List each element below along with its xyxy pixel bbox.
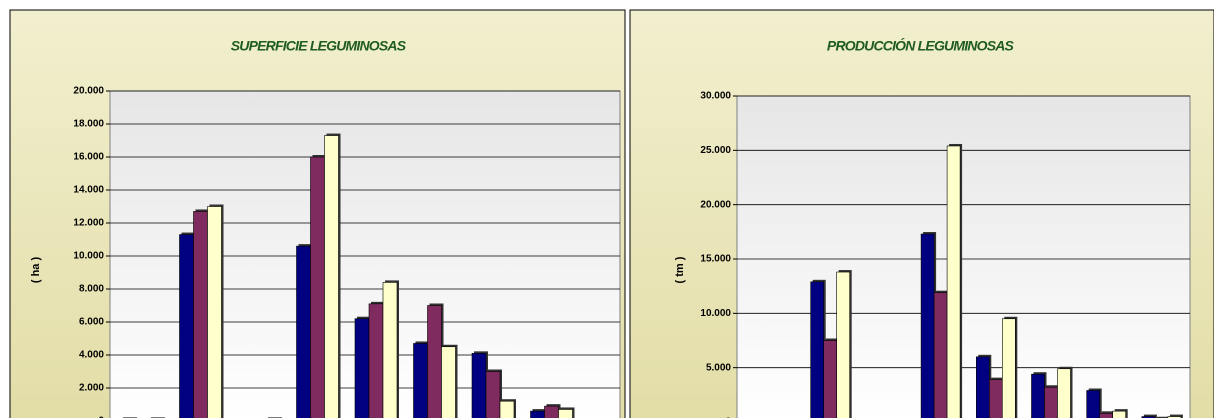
y-tick-label: 12.000	[73, 218, 104, 229]
y-tick-label: 16.000	[73, 152, 104, 163]
bar	[1031, 373, 1045, 418]
bar	[1044, 386, 1058, 418]
bar	[1001, 318, 1016, 418]
y-tick-label: 20.000	[700, 199, 731, 210]
y-tick-label: 14.000	[73, 185, 104, 196]
bar	[988, 379, 1003, 418]
bar	[441, 346, 456, 418]
plot-area	[736, 95, 1191, 418]
bar	[1086, 390, 1100, 418]
bar	[836, 271, 851, 418]
y-tick-label: 6.000	[79, 317, 104, 328]
bar	[946, 145, 961, 418]
y-tick-label: 20.000	[73, 86, 104, 97]
bar	[310, 156, 325, 418]
y-tick-label: 10.000	[73, 251, 104, 262]
y-tick-label: 0	[98, 416, 104, 418]
bar	[975, 356, 990, 418]
y-axis-label: ( tm )	[674, 256, 686, 283]
bar	[933, 292, 948, 418]
chart-title: SUPERFICIE LEGUMINOSAS	[231, 38, 407, 54]
bar	[823, 340, 838, 418]
bar	[324, 135, 339, 418]
bar	[1167, 416, 1182, 418]
bar	[485, 371, 501, 418]
y-tick-label: 25.000	[700, 145, 731, 156]
bar	[296, 245, 311, 418]
bar	[1057, 368, 1071, 418]
bar	[207, 206, 222, 418]
bar	[544, 405, 559, 418]
bar	[427, 305, 442, 418]
chart-title: PRODUCCIÓN LEGUMINOSAS	[827, 37, 1015, 54]
bar-shadow	[1156, 416, 1170, 418]
bar	[1112, 410, 1126, 418]
y-tick-label: 5.000	[706, 362, 731, 373]
bar	[530, 410, 545, 418]
bar	[354, 318, 370, 418]
bar	[471, 353, 487, 418]
bar	[920, 233, 935, 418]
y-tick-label: 2.000	[79, 383, 104, 394]
y-tick-label: 18.000	[73, 119, 104, 130]
y-tick-label: 4.000	[79, 350, 104, 361]
y-tick-label: 15.000	[700, 254, 731, 265]
bar	[1099, 413, 1113, 418]
bar	[368, 303, 384, 418]
y-tick-label: 8.000	[79, 284, 104, 295]
bar	[413, 343, 428, 418]
bar	[382, 282, 398, 418]
bar	[558, 409, 573, 418]
y-tick-label: 10.000	[700, 308, 731, 319]
y-tick-label: 30.000	[700, 91, 731, 102]
bar	[810, 281, 825, 418]
bar	[179, 234, 194, 418]
bar	[1141, 416, 1156, 418]
y-tick-label: 0	[725, 417, 731, 418]
bar	[499, 400, 515, 418]
bar	[193, 211, 208, 418]
y-axis-label: ( ha )	[30, 257, 42, 284]
